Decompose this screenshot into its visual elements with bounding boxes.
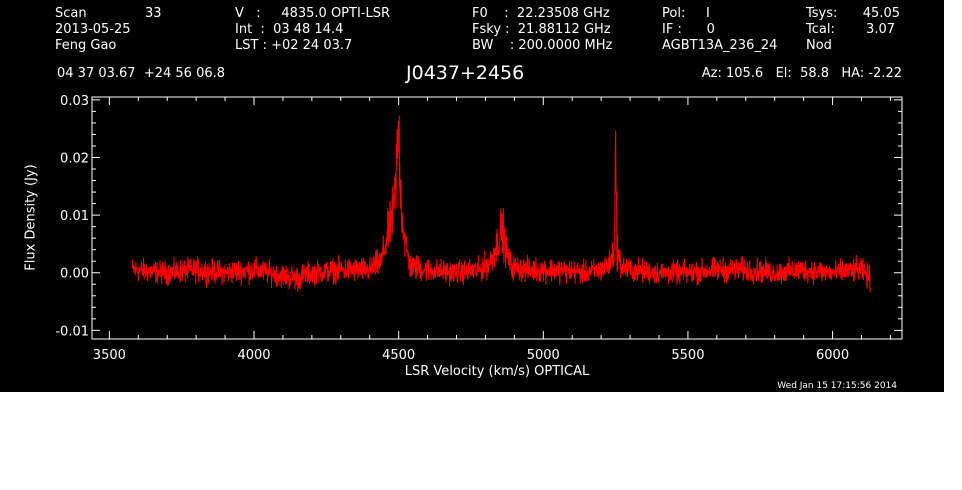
- header-sky-frequency: Fsky : 21.88112 GHz: [472, 22, 611, 37]
- x-tick-label: 6000: [816, 348, 849, 363]
- header-project: AGBT13A_236_24: [662, 38, 778, 53]
- x-tick-label: 5000: [527, 348, 560, 363]
- spectrum-chart: 3500 4000 4500 5000 5500 6000 -0.01 0.00 0.01 0.0…: [55, 94, 903, 363]
- x-axis-label: LSR Velocity (km/s) OPTICAL: [404, 364, 590, 379]
- header-lst: LST : +02 24 03.7: [235, 38, 353, 53]
- header-rest-frequency: F0 : 22.23508 GHz: [472, 6, 610, 21]
- header-procedure: Nod: [806, 38, 832, 53]
- y-tick-label: -0.01: [55, 324, 89, 339]
- header-observer: Feng Gao: [55, 38, 117, 53]
- header-coordinates: 04 37 03.67 +24 56 06.8: [57, 66, 226, 81]
- header-scan-number: 33: [145, 6, 162, 21]
- header-polarization: Pol: I: [662, 6, 710, 21]
- x-tick-label: 5500: [671, 348, 704, 363]
- y-tick-label: 0.03: [60, 94, 89, 109]
- header-tsys-value: 45.05: [862, 6, 900, 21]
- header-pointing: Az: 105.6 El: 58.8 HA: -2.22: [701, 66, 902, 81]
- timestamp: Wed Jan 15 17:15:56 2014: [777, 381, 897, 391]
- y-tick-label: 0.00: [60, 267, 89, 282]
- plot-frame: [91, 96, 903, 340]
- x-tick-label: 3500: [93, 348, 126, 363]
- header-bandwidth: BW : 200.0000 MHz: [472, 38, 613, 53]
- header-if: IF : 0: [662, 22, 715, 37]
- header-scan-label: Scan: [55, 6, 87, 21]
- header-date: 2013-05-25: [55, 22, 131, 37]
- header-tcal-value: 3.07: [866, 22, 895, 37]
- y-tick-label: 0.02: [60, 152, 89, 167]
- x-tick-label: 4000: [237, 348, 270, 363]
- header-velocity: V : 4835.0 OPTI-LSR: [235, 6, 391, 21]
- header-integration: Int : 03 48 14.4: [235, 22, 344, 37]
- x-tick-label: 4500: [382, 348, 415, 363]
- header-tsys-label: Tsys:: [806, 6, 838, 21]
- y-tick-label: 0.01: [60, 209, 89, 224]
- spectrum-line: [132, 115, 871, 293]
- chart-title: J0437+2456: [406, 62, 525, 84]
- plot-panel: Scan 33 2013-05-25 Feng Gao V : 4835.0 O…: [0, 0, 944, 392]
- header-tcal-label: Tcal:: [806, 22, 835, 37]
